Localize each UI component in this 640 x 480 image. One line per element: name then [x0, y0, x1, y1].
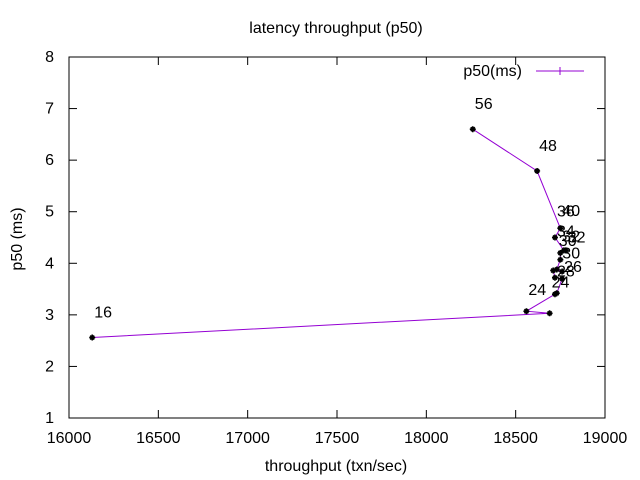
y-tick-label: 1: [45, 410, 54, 427]
point-label: 30: [562, 246, 580, 263]
data-point: [557, 225, 564, 232]
point-label: 32: [562, 228, 580, 245]
legend-marker: [556, 67, 564, 75]
point-label: 24: [552, 274, 570, 291]
data-point: [550, 267, 557, 274]
y-tick-label: 5: [45, 204, 54, 221]
y-tick-label: 2: [45, 358, 54, 375]
point-label: 26: [564, 259, 582, 276]
data-point: [534, 167, 541, 174]
point-label: 28: [557, 264, 575, 281]
point-label: 16: [94, 305, 112, 322]
x-tick-label: 18500: [493, 430, 538, 447]
series-p50: [89, 126, 569, 341]
data-point: [557, 249, 564, 256]
point-label: 34: [557, 224, 575, 241]
y-tick-label: 4: [45, 255, 54, 272]
legend-label: p50(ms): [463, 63, 522, 80]
data-point: [551, 274, 558, 281]
data-point: [553, 290, 560, 297]
data-point: [551, 234, 558, 241]
point-label: 24: [528, 282, 546, 299]
point-label: 32: [568, 229, 586, 246]
x-tick-label: 17000: [225, 430, 270, 447]
y-axis-label: p50 (ms): [9, 207, 26, 270]
data-point: [559, 268, 566, 275]
data-point: [553, 266, 560, 273]
x-axis: 16000 16500 17000 17500 18000 18500 19000: [47, 57, 628, 447]
series-line: [92, 128, 566, 338]
legend: p50(ms): [463, 63, 584, 80]
point-label: 56: [475, 96, 493, 113]
data-point: [559, 275, 566, 282]
data-point: [89, 334, 96, 341]
y-tick-label: 6: [45, 152, 54, 169]
x-tick-label: 19000: [583, 430, 628, 447]
chart-title: latency throughput (p50): [249, 20, 422, 37]
data-point: [469, 126, 476, 133]
y-tick-label: 3: [45, 307, 54, 324]
plot-frame: [68, 56, 606, 419]
point-label: 48: [539, 138, 557, 155]
point-label: 36: [557, 204, 575, 221]
point-label: 40: [562, 203, 580, 220]
data-point: [557, 256, 564, 263]
data-point: [523, 308, 530, 315]
x-axis-label: throughput (txn/sec): [265, 458, 407, 475]
x-tick-label: 16500: [136, 430, 181, 447]
point-label: 30: [559, 233, 577, 250]
x-tick-label: 18000: [404, 430, 449, 447]
x-tick-label: 17500: [315, 430, 360, 447]
x-tick-label: 16000: [47, 430, 92, 447]
y-tick-label: 7: [45, 101, 54, 118]
data-point: [546, 310, 553, 317]
y-tick-label: 8: [45, 49, 54, 66]
data-point: [560, 247, 567, 254]
